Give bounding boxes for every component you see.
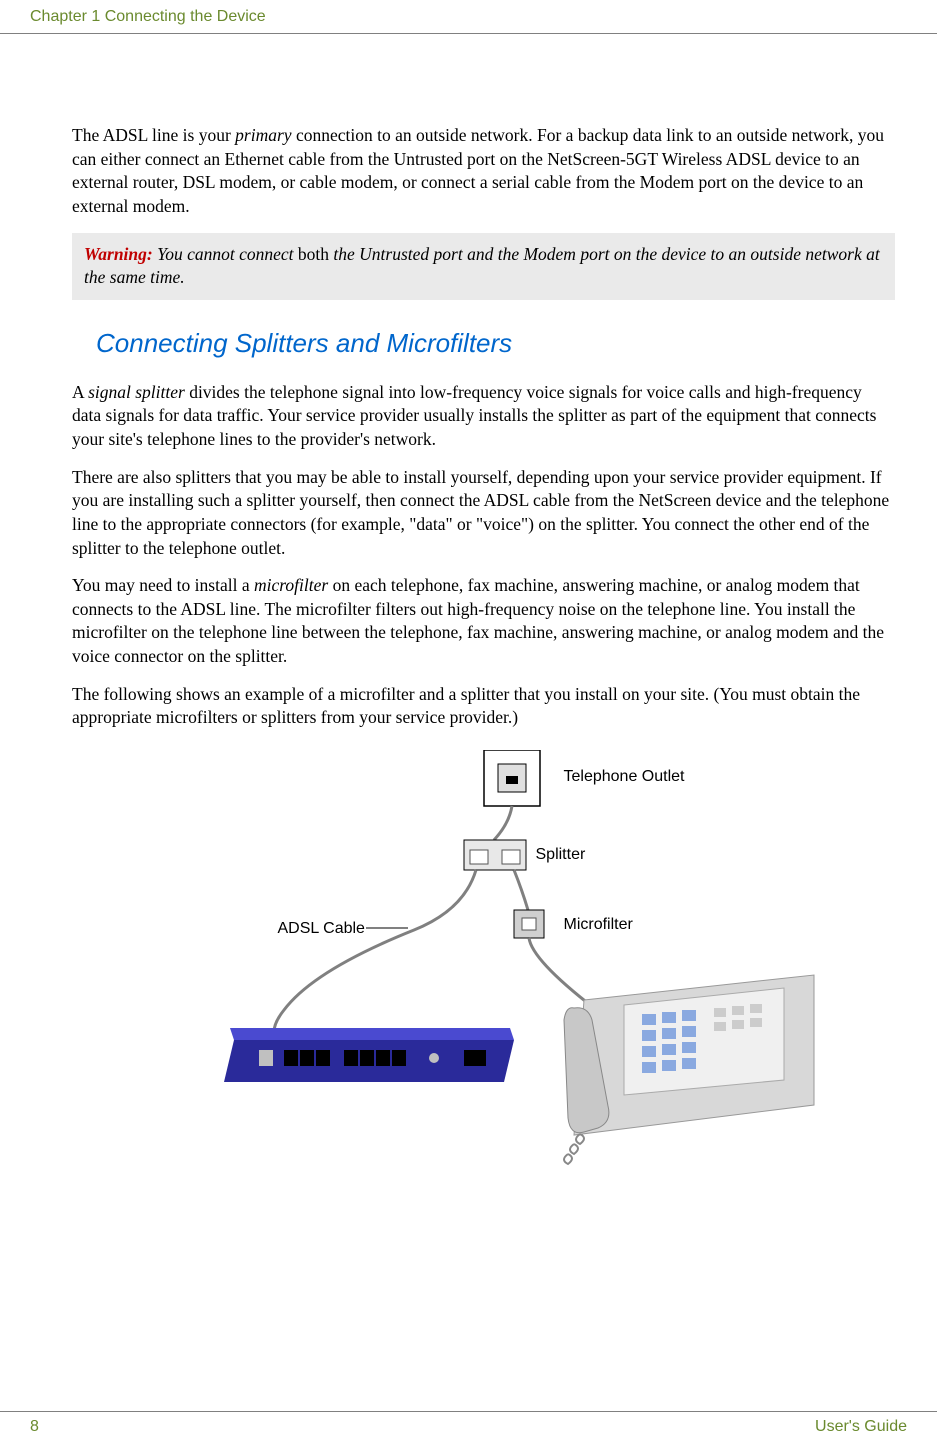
p2-text-b: divides the telephone signal into low-fr… xyxy=(72,382,876,449)
p4-emphasis: microfilter xyxy=(254,575,328,595)
warning-label: Warning: xyxy=(84,244,153,264)
page-footer: 8 User's Guide xyxy=(0,1411,937,1436)
chapter-title: Chapter 1 Connecting the Device xyxy=(30,8,266,25)
page-content: The ADSL line is your primary connection… xyxy=(0,34,937,1170)
label-telephone-outlet: Telephone Outlet xyxy=(564,768,685,786)
p4-text-a: You may need to install a xyxy=(72,575,254,595)
paragraph-4: You may need to install a microfilter on… xyxy=(72,574,895,669)
paragraph-1: The ADSL line is your primary connection… xyxy=(72,124,895,219)
p1-text-a: The ADSL line is your xyxy=(72,125,235,145)
label-microfilter: Microfilter xyxy=(564,916,633,934)
page-header: Chapter 1 Connecting the Device xyxy=(0,0,937,34)
diagram-svg xyxy=(114,750,854,1170)
p1-emphasis: primary xyxy=(235,125,291,145)
paragraph-2: A signal splitter divides the telephone … xyxy=(72,381,895,452)
p2-text-a: A xyxy=(72,382,88,402)
section-heading: Connecting Splitters and Microfilters xyxy=(96,328,895,359)
page-number: 8 xyxy=(30,1418,39,1436)
warning-text-a: You cannot connect xyxy=(153,244,298,264)
connection-diagram: Telephone Outlet Splitter ADSL Cable Mic… xyxy=(114,750,854,1170)
warning-roman: both xyxy=(298,244,329,264)
warning-callout: Warning: You cannot connect both the Unt… xyxy=(72,233,895,300)
label-adsl-cable: ADSL Cable xyxy=(278,920,365,938)
guide-name: User's Guide xyxy=(815,1418,907,1436)
paragraph-3: There are also splitters that you may be… xyxy=(72,466,895,561)
p2-emphasis: signal splitter xyxy=(88,382,185,402)
label-splitter: Splitter xyxy=(536,846,586,864)
paragraph-5: The following shows an example of a micr… xyxy=(72,683,895,730)
